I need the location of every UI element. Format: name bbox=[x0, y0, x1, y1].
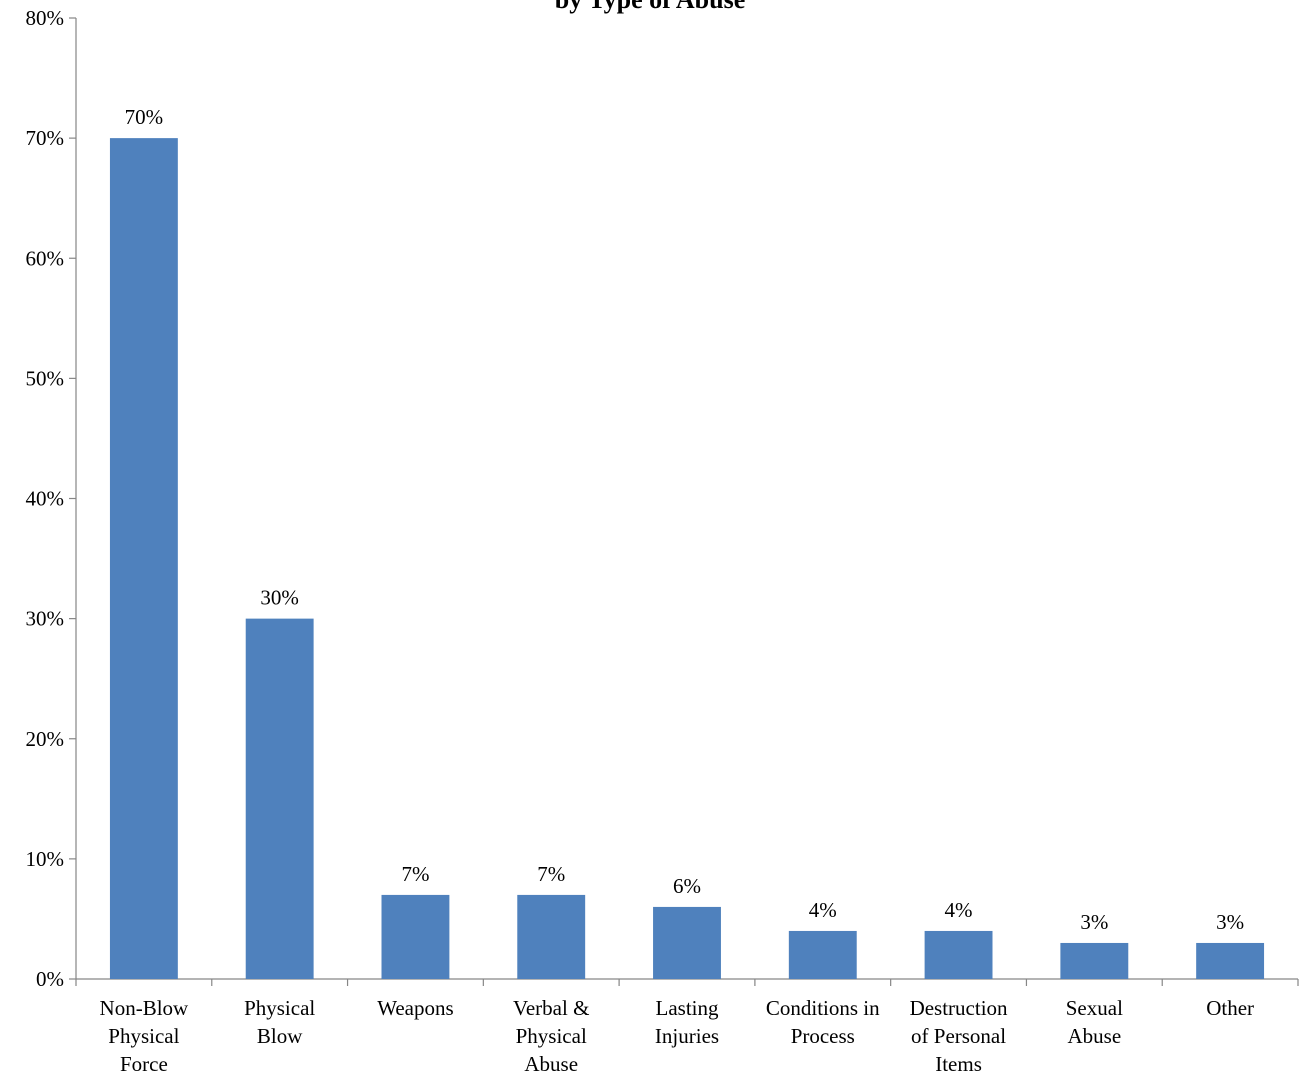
category-label: Other bbox=[1206, 996, 1254, 1020]
data-label: 6% bbox=[673, 874, 701, 898]
y-tick-label: 30% bbox=[26, 607, 65, 631]
data-label: 7% bbox=[537, 862, 565, 886]
data-label: 4% bbox=[945, 898, 973, 922]
category-label: Weapons bbox=[377, 996, 453, 1020]
bar bbox=[109, 138, 178, 979]
bar bbox=[653, 906, 721, 979]
data-labels: 70% 30% 7% 7% 6% 4% 4% 3% 3% bbox=[125, 105, 1244, 934]
y-tick-label: 10% bbox=[26, 847, 65, 871]
bar bbox=[381, 894, 450, 979]
y-tick-label: 50% bbox=[26, 366, 65, 390]
category-label: Non-Blow Physical Force bbox=[100, 996, 190, 1074]
data-label: 3% bbox=[1080, 910, 1108, 934]
bar bbox=[1060, 942, 1129, 979]
category-label: Conditions in Process bbox=[766, 996, 880, 1048]
bars bbox=[109, 138, 1265, 979]
data-label: 7% bbox=[401, 862, 429, 886]
category-label: Sexual Abuse bbox=[1066, 996, 1123, 1048]
y-tick-label: 80% bbox=[26, 6, 65, 30]
y-tick-label: 60% bbox=[26, 246, 65, 270]
y-tick-label: 20% bbox=[26, 727, 65, 751]
y-tick-label: 40% bbox=[26, 487, 65, 511]
data-label: 30% bbox=[260, 586, 299, 610]
data-label: 70% bbox=[125, 105, 164, 129]
category-labels: Non-Blow Physical Force Physical Blow Weapons… bbox=[100, 996, 1254, 1074]
category-label: Verbal & Physical Abuse bbox=[513, 996, 589, 1074]
bar bbox=[1196, 942, 1265, 979]
category-label: Lasting Injuries bbox=[655, 996, 719, 1048]
x-axis bbox=[75, 978, 1299, 986]
y-tick-label: 70% bbox=[26, 126, 65, 150]
y-tick-label: 0% bbox=[36, 967, 64, 991]
data-label: 3% bbox=[1216, 910, 1244, 934]
y-axis: 0% 10% 20% 30% 40% 50% 60% 70% 80% bbox=[26, 6, 77, 991]
bar bbox=[517, 894, 586, 979]
category-label: Destruction of Personal Items bbox=[910, 996, 1008, 1074]
data-label: 4% bbox=[809, 898, 837, 922]
bar bbox=[245, 618, 314, 979]
bar bbox=[788, 930, 857, 979]
category-label: Physical Blow bbox=[244, 996, 315, 1048]
bar bbox=[924, 930, 993, 979]
chart-title: by Type of Abuse bbox=[555, 0, 745, 14]
